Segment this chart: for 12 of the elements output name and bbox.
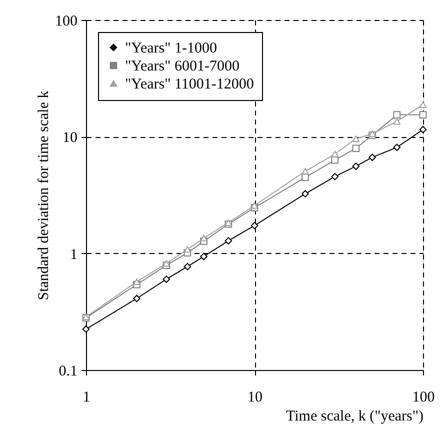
- y-tick-label: 0.1: [58, 364, 78, 380]
- x-axis-title: Time scale, k ("years"): [286, 408, 424, 424]
- x-tick-label: 100: [412, 390, 435, 406]
- legend-label: "Years" 6001-7000: [125, 58, 240, 74]
- legend-label: "Years" 11001-12000: [125, 76, 254, 92]
- x-tick-label: 10: [248, 390, 262, 406]
- x-tick-label: 1: [82, 390, 90, 406]
- legend-label: "Years" 1-1000: [125, 40, 217, 56]
- y-tick-label: 100: [55, 14, 78, 30]
- y-tick-label: 1: [70, 246, 78, 263]
- y-tick-label: 10: [62, 130, 78, 146]
- y-axis-title: Standard deviation for time scale k: [36, 90, 52, 300]
